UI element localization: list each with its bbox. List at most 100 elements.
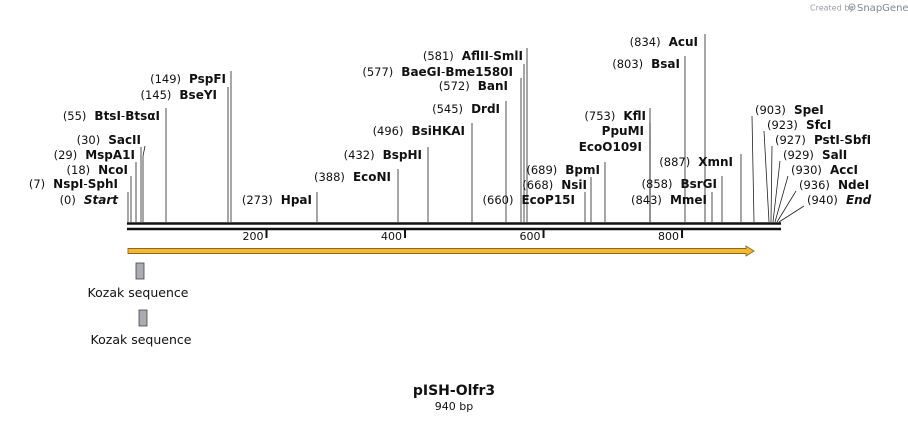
site-enzyme-name: SphI — [88, 177, 118, 191]
site-mmei[interactable]: (843) MmeI — [631, 193, 707, 207]
site-kfli[interactable]: (753) KflI — [584, 109, 646, 123]
site-ncoi[interactable]: (18) NcoI — [67, 163, 128, 177]
site-enzyme-name: BsiHKAI — [412, 124, 466, 138]
site-position: (145) — [140, 88, 171, 102]
site-enzyme-name: BseYI — [179, 88, 217, 102]
site-ecop15i[interactable]: (660) EcoP15I — [483, 193, 575, 207]
site-sali[interactable]: (929) SalI — [783, 148, 847, 162]
feature-kozak-1[interactable]: Kozak sequence — [88, 262, 189, 300]
site-drdi[interactable]: (545) DrdI — [432, 102, 500, 116]
site-separator: - — [489, 49, 493, 63]
site-enzyme-name: NdeI — [838, 178, 869, 192]
site-enzyme-name: EcoO109I — [579, 140, 642, 154]
site-bpmi[interactable]: (689) BpmI — [526, 163, 600, 177]
site-enzyme-name: BpmI — [565, 163, 600, 177]
site-bseyi[interactable]: (145) BseYI — [140, 88, 217, 102]
site-leader-lines — [127, 34, 805, 223]
site-position: (432) — [344, 148, 375, 162]
site-btsi-btsαi[interactable]: (55) BtsI - BtsαI — [63, 109, 160, 123]
site-enzyme-name: SfcI — [806, 118, 831, 132]
site-position: (273) — [242, 193, 273, 207]
site-enzyme-name: Start — [84, 193, 119, 207]
site-position: (388) — [314, 170, 345, 184]
feature-label: Kozak sequence — [91, 332, 192, 347]
site-leader-line — [774, 175, 789, 223]
ruler-tick-label: 800 — [658, 230, 679, 243]
site-position: (30) — [77, 133, 101, 147]
site-enzyme-name: Bme1580I — [445, 65, 513, 79]
orf-arrow — [127, 245, 755, 257]
site-enzyme-name: SbfI — [844, 133, 871, 147]
site-position: (55) — [63, 109, 87, 123]
site-position: (577) — [362, 65, 393, 79]
site-sacii[interactable]: (30) SacII — [77, 133, 141, 147]
site-enzyme-name: PspFI — [189, 72, 226, 86]
feature-box[interactable] — [135, 262, 145, 280]
site-enzyme-name: KflI — [623, 109, 646, 123]
site-position: (930) — [791, 163, 822, 177]
site-position: (18) — [67, 163, 91, 177]
site-nspi-sphi[interactable]: (7) NspI - SphI — [29, 177, 118, 191]
site-xmni[interactable]: (887) XmnI — [659, 155, 733, 169]
site-position: (903) — [755, 103, 786, 117]
site-mspa1i[interactable]: (29) MspA1I — [54, 148, 135, 162]
site-leader-line — [772, 160, 781, 223]
site-separator: - — [121, 109, 125, 123]
site-leader-line — [751, 115, 755, 223]
site-ecoo109i[interactable]: EcoO109I — [579, 140, 642, 154]
site-leader-line — [776, 190, 797, 223]
site-econi[interactable]: (388) EcoNI — [314, 170, 391, 184]
site-bani[interactable]: (572) BanI — [439, 79, 508, 93]
site-aflii-smli[interactable]: (581) AflII - SmlI — [423, 49, 523, 63]
site-position: (581) — [423, 49, 454, 63]
credit-watermark: Created by SnapGene — [810, 3, 908, 14]
site-acui[interactable]: (834) AcuI — [630, 35, 698, 49]
site-bsphi[interactable]: (432) BspHI — [344, 148, 422, 162]
site-separator: - — [83, 177, 87, 191]
site-psti-sbfi[interactable]: (927) PstI - SbfI — [775, 133, 871, 147]
map-title: pISH-Olfr3 — [413, 383, 495, 399]
site-position: (149) — [150, 72, 181, 86]
ruler-tick-label: 600 — [520, 230, 541, 243]
site-bsai[interactable]: (803) BsaI — [612, 57, 680, 71]
site-start[interactable]: (0) Start — [60, 193, 120, 207]
site-ndei[interactable]: (936) NdeI — [799, 178, 869, 192]
site-enzyme-name: EcoNI — [353, 170, 391, 184]
site-enzyme-name: BanI — [478, 79, 508, 93]
site-position: (0) — [60, 193, 76, 207]
feature-kozak-2[interactable]: Kozak sequence — [91, 309, 192, 347]
site-acci[interactable]: (930) AccI — [791, 163, 858, 177]
site-end[interactable]: (940) End — [807, 193, 872, 207]
site-position: (29) — [54, 148, 78, 162]
site-enzyme-name: PpuMI — [602, 124, 644, 138]
site-position: (858) — [642, 177, 673, 191]
site-enzyme-name: EcoP15I — [521, 193, 575, 207]
site-separator: - — [441, 65, 445, 79]
site-bsihkai[interactable]: (496) BsiHKAI — [373, 124, 465, 138]
site-enzyme-name: AcuI — [669, 35, 698, 49]
feature-box[interactable] — [138, 309, 148, 327]
site-spei[interactable]: (903) SpeI — [755, 103, 824, 117]
ruler-ticks: 200 400 600 800 — [243, 230, 684, 243]
site-enzyme-name: SacII — [108, 133, 141, 147]
site-ppumi[interactable]: PpuMI — [602, 124, 644, 138]
site-enzyme-name: XmnI — [698, 155, 733, 169]
site-enzyme-name: BsrGI — [680, 177, 717, 191]
site-nsii[interactable]: (668) NsiI — [522, 178, 587, 192]
site-enzyme-name: SmlI — [493, 49, 523, 63]
site-position: (929) — [783, 148, 814, 162]
site-position: (843) — [631, 193, 662, 207]
map-subtitle: 940 bp — [435, 400, 473, 413]
site-separator: - — [840, 133, 844, 147]
feature-label: Kozak sequence — [88, 285, 189, 300]
site-enzyme-name: NsiI — [561, 178, 587, 192]
site-position: (660) — [483, 193, 514, 207]
site-hpai[interactable]: (273) HpaI — [242, 193, 312, 207]
site-enzyme-name: BspHI — [383, 148, 422, 162]
credit-prefix: Created by — [810, 4, 854, 13]
site-pspfi[interactable]: (149) PspFI — [150, 72, 226, 86]
site-bsrgi[interactable]: (858) BsrGI — [642, 177, 717, 191]
site-baegi-bme1580i[interactable]: (577) BaeGI - Bme1580I — [362, 65, 513, 79]
site-sfci[interactable]: (923) SfcI — [767, 118, 831, 132]
site-position: (887) — [659, 155, 690, 169]
